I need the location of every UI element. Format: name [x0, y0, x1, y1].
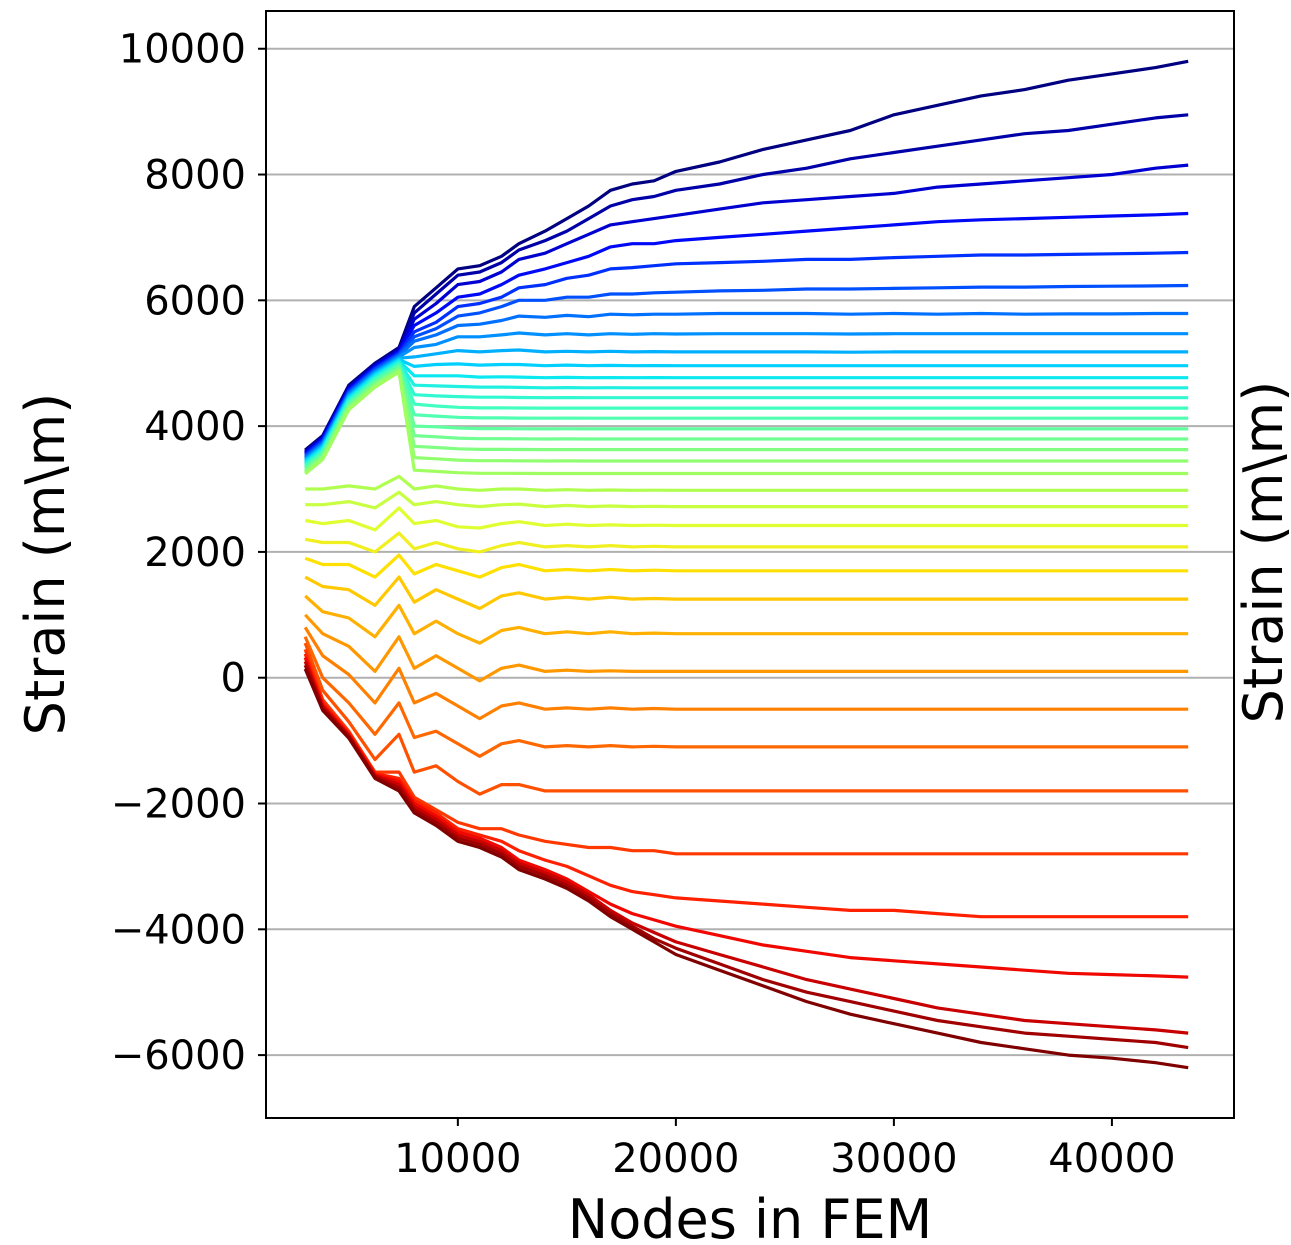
y-tick-label: −6000: [111, 1033, 246, 1079]
y-tick-label: 8000: [144, 153, 246, 199]
series-line-2: [304, 113, 1189, 453]
series-line-6: [304, 283, 1189, 458]
x-axis-label: Nodes in FEM: [568, 1188, 932, 1245]
series-line-9: [304, 348, 1189, 462]
series-line-14: [304, 362, 1189, 468]
y-ticks: −6000 −4000 −2000 0 2000 4000 6000 8000 10000: [111, 27, 266, 1079]
series-line-22: [305, 490, 1189, 510]
series-line-28: [304, 613, 1189, 683]
series-line-21: [305, 474, 1189, 492]
series-line-29: [303, 626, 1189, 721]
y-tick-label: 0: [221, 656, 246, 702]
x-tick-label: 30000: [830, 1136, 957, 1182]
y-tick-label: 10000: [119, 27, 246, 73]
series-line-23: [304, 506, 1189, 532]
series-line-4: [304, 211, 1189, 456]
series-line-12: [304, 360, 1189, 466]
series-line-32: [303, 648, 1189, 856]
series-line-25: [304, 553, 1189, 579]
x-tick-label: 40000: [1048, 1136, 1175, 1182]
series-line-37: [303, 668, 1189, 1070]
series-line-15: [304, 364, 1189, 469]
right-y-axis-label: Strain (m\m): [1232, 381, 1291, 724]
series-line-7: [304, 311, 1189, 459]
series-line-34: [303, 657, 1189, 979]
series-lines: [303, 59, 1189, 1070]
series-line-33: [303, 653, 1189, 919]
series-line-8: [304, 331, 1189, 461]
series-line-18: [304, 367, 1189, 473]
series-line-5: [304, 250, 1189, 457]
series-line-11: [304, 359, 1189, 464]
series-line-30: [303, 636, 1189, 758]
series-line-13: [304, 361, 1189, 467]
series-line-27: [304, 594, 1189, 645]
series-line-17: [304, 366, 1189, 472]
series-line-31: [303, 642, 1189, 796]
y-tick-label: 2000: [144, 530, 246, 576]
series-line-24: [304, 531, 1189, 554]
y-axis-label: Strain (m\m): [14, 393, 77, 736]
x-tick-label: 20000: [612, 1136, 739, 1182]
series-line-26: [304, 575, 1189, 611]
y-tick-label: −4000: [111, 907, 246, 953]
x-tick-label: 10000: [394, 1136, 521, 1182]
series-line-20: [304, 370, 1189, 476]
series-line-10: [304, 357, 1189, 463]
x-ticks: 10000 20000 30000 40000: [394, 1118, 1176, 1182]
plot-frame: [265, 10, 1235, 1119]
series-line-36: [303, 664, 1189, 1050]
y-tick-label: −2000: [111, 782, 246, 828]
y-tick-label: 4000: [144, 404, 246, 450]
series-line-16: [304, 365, 1189, 471]
series-line-1: [304, 59, 1189, 452]
y-tick-label: 6000: [144, 278, 246, 324]
series-line-3: [304, 163, 1189, 454]
series-line-35: [303, 660, 1189, 1035]
series-line-19: [304, 369, 1189, 474]
